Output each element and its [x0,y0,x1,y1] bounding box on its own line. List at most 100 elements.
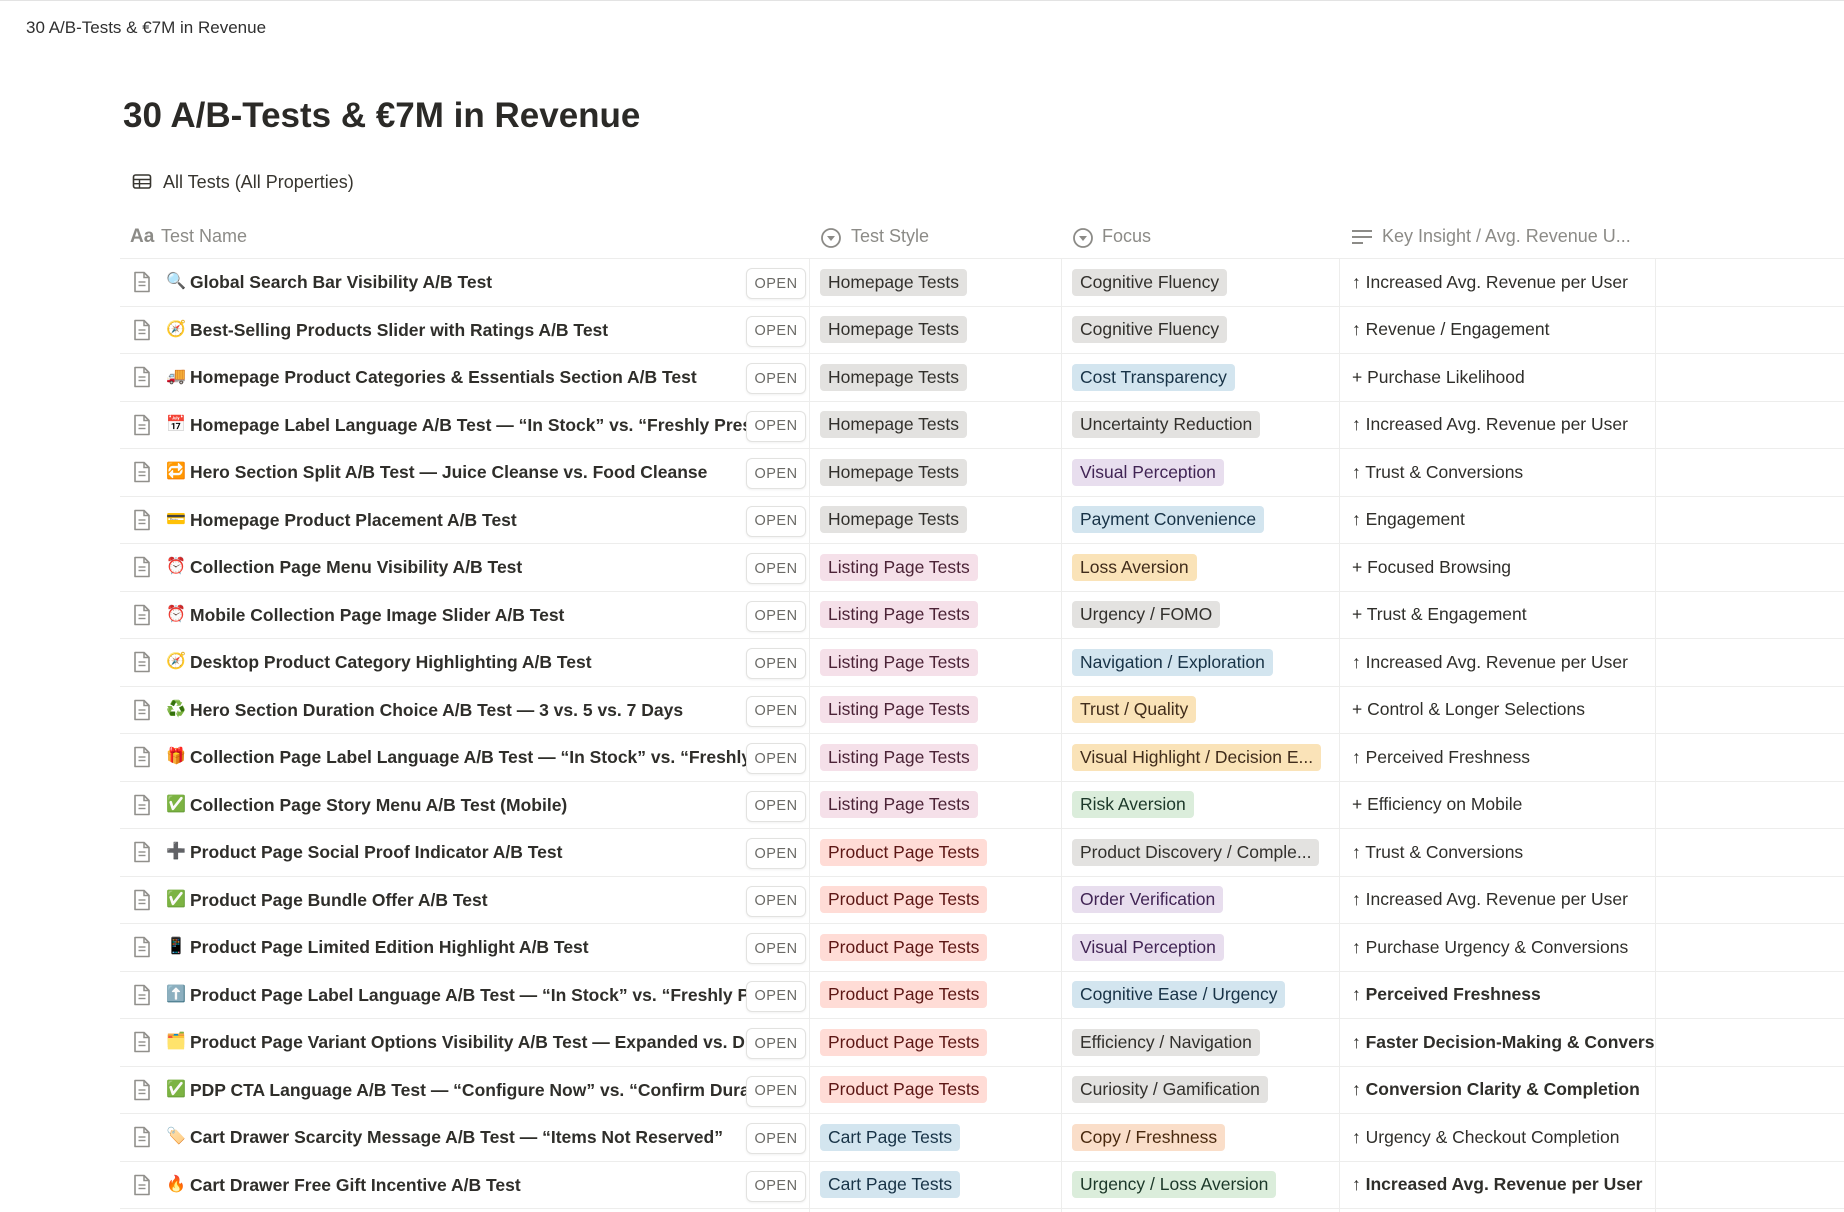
open-button[interactable]: OPEN [746,790,806,822]
open-button[interactable]: OPEN [746,363,806,394]
test-name[interactable]: PDP CTA Language A/B Test — “Configure N… [190,1079,750,1100]
insight-text: ↑ Perceived Freshness [1352,746,1530,767]
table-row[interactable]: 📱 Product Page Limited Edition Highlight … [120,923,1844,971]
column-header[interactable]: Key Insight / Avg. Revenue U... [1382,226,1631,246]
open-button[interactable]: OPEN [746,980,806,1012]
table-row[interactable]: ⬆️ Product Page Label Language A/B Test —… [120,970,1844,1018]
style-cell: Product Page Tests [810,1066,1062,1113]
table-row[interactable]: ✅ Product Page Bundle Offer A/B Test OPEN P… [120,875,1844,923]
table-row[interactable]: 🎁Cart Drawer Risk Reduction Elements A/B… [120,1208,1844,1212]
open-button[interactable]: OPEN [746,933,806,964]
test-name[interactable]: Cart Drawer Free Gift Incentive A/B Test [190,1174,521,1195]
test-name[interactable]: Hero Section Duration Choice A/B Test — … [190,699,684,720]
row-emoji: 🗂️ [166,1033,186,1050]
test-name[interactable]: Product Page Limited Edition Highlight A… [190,937,589,957]
insight-cell: ↑ Increased Avg. Revenue per User [1340,259,1656,306]
focus-tag: Efficiency / Navigation [1072,1028,1260,1056]
test-name[interactable]: Product Page Label Language A/B Test — “… [190,984,750,1005]
table-row[interactable]: ✅ PDP CTA Language A/B Test — “Configure … [120,1065,1844,1113]
name-cell: 📅 Homepage Label Language A/B Test — “In … [120,401,810,448]
open-button[interactable]: OPEN [746,600,806,632]
open-button[interactable]: OPEN [746,553,806,584]
insight-text: ↑ Trust & Conversions [1352,461,1524,482]
focus-cell: Visual Perception [1062,449,1340,496]
name-cell: ➕ Product Page Social Proof Indicator A/B… [120,829,810,876]
row-emoji: ♻️ [166,700,186,718]
test-name[interactable]: Homepage Label Language A/B Test — “In S… [190,414,750,435]
test-name[interactable]: Cart Drawer Scarcity Message A/B Test — … [190,1127,723,1147]
open-button[interactable]: OPEN [746,1075,806,1107]
open-button[interactable]: OPEN [746,695,806,727]
test-name[interactable]: Product Page Bundle Offer A/B Test [190,889,488,910]
open-button[interactable]: OPEN [746,885,806,917]
focus-cell: Copy / Freshness [1062,1114,1340,1161]
row-emoji: 🏷️ [166,1128,186,1145]
open-button[interactable]: OPEN [746,1170,806,1202]
table-row[interactable]: ♻️ Hero Section Duration Choice A/B Test … [120,685,1844,733]
focus-tag: Visual Perception [1072,458,1224,486]
test-name[interactable]: Hero Section Split A/B Test — Juice Clea… [190,462,708,482]
table-row[interactable]: 🔥 Cart Drawer Free Gift Incentive A/B Tes… [120,1160,1844,1208]
style-tag: Listing Page Tests [820,791,978,819]
row-emoji: 💳 [166,510,186,528]
column-header[interactable]: Test Name [161,226,248,246]
test-name[interactable]: Product Page Variant Options Visibility … [190,1032,750,1052]
open-button[interactable]: OPEN [746,268,806,299]
table-row[interactable]: ⏰ Collection Page Menu Visibility A/B Tes… [120,543,1844,591]
focus-tag: Risk Aversion [1072,791,1194,819]
test-name[interactable]: Product Page Social Proof Indicator A/B … [190,842,563,862]
table-row[interactable]: ✅ Collection Page Story Menu A/B Test (Mo… [120,780,1844,828]
table-icon [132,174,152,189]
name-cell: 📱 Product Page Limited Edition Highlight … [120,924,810,971]
test-name[interactable]: Best-Selling Products Slider with Rating… [190,319,609,340]
table-row[interactable]: 📅 Homepage Label Language A/B Test — “In … [120,400,1844,448]
style-cell: Cart Page Tests [810,1161,1062,1208]
table-row[interactable]: 🚚 Homepage Product Categories & Essential… [120,353,1844,401]
open-button[interactable]: OPEN [746,410,806,442]
table-row[interactable]: 🏷️ Cart Drawer Scarcity Message A/B Test … [120,1113,1844,1161]
table-row[interactable]: ➕ Product Page Social Proof Indicator A/B… [120,828,1844,876]
page-icon [132,1079,152,1106]
table-row[interactable]: 🗂️ Product Page Variant Options Visibilit… [120,1018,1844,1066]
style-cell: Homepage Tests [810,401,1062,448]
test-name[interactable]: Collection Page Menu Visibility A/B Test [190,557,523,577]
open-button[interactable]: OPEN [746,505,806,537]
open-button[interactable]: OPEN [746,648,806,679]
table-row[interactable]: 🧭 Best-Selling Products Slider with Ratin… [120,305,1844,353]
insight-text: ↑ Increased Avg. Revenue per User [1352,889,1628,910]
page-icon [132,1031,152,1058]
column-header[interactable]: Test Style [851,226,930,246]
row-emoji: ✅ [166,795,186,813]
table-row[interactable]: 🔁 Hero Section Split A/B Test — Juice Cle… [120,448,1844,496]
table-row[interactable]: 🔍 Global Search Bar Visibility A/B Test OP… [120,258,1844,306]
focus-tag: Trust / Quality [1072,696,1197,724]
open-button[interactable]: OPEN [746,1123,806,1154]
table-row[interactable]: 💳 Homepage Product Placement A/B Test OPEN… [120,495,1844,543]
test-name[interactable]: Desktop Product Category Highlighting A/… [190,652,592,672]
row-emoji: 🔁 [166,463,186,480]
test-name[interactable]: Global Search Bar Visibility A/B Test [190,272,493,292]
open-button[interactable]: OPEN [746,743,806,774]
test-name[interactable]: Homepage Product Placement A/B Test [190,509,517,530]
table-row[interactable]: ⏰ Mobile Collection Page Image Slider A/B… [120,590,1844,638]
style-cell: Listing Page Tests [810,686,1062,733]
test-name[interactable]: Mobile Collection Page Image Slider A/B … [190,604,565,625]
view-tab[interactable]: All Tests (All Properties) [163,172,354,192]
test-name[interactable]: Collection Page Label Language A/B Test … [190,747,750,767]
open-button[interactable]: OPEN [746,838,806,869]
open-button[interactable]: OPEN [746,315,806,347]
open-button[interactable]: OPEN [746,1028,806,1059]
style-cell: Listing Page Tests [810,734,1062,781]
page-icon [132,936,152,963]
test-name[interactable]: Collection Page Story Menu A/B Test (Mob… [190,794,568,815]
table-row[interactable]: 🧭 Desktop Product Category Highlighting A… [120,638,1844,686]
column-header[interactable]: Focus [1102,226,1152,246]
insight-cell: ↑ Urgency & Checkout Completion [1340,1114,1656,1161]
name-cell: ✅ PDP CTA Language A/B Test — “Configure … [120,1066,810,1113]
table-row[interactable]: 🎁 Collection Page Label Language A/B Test… [120,733,1844,781]
test-name[interactable]: Homepage Product Categories & Essentials… [190,367,697,387]
tab-title[interactable]: 30 A/B-Tests & €7M in Revenue [26,18,267,37]
open-button[interactable]: OPEN [746,458,806,489]
insight-cell: ↑ Purchase Urgency & Conversions [1340,924,1656,971]
